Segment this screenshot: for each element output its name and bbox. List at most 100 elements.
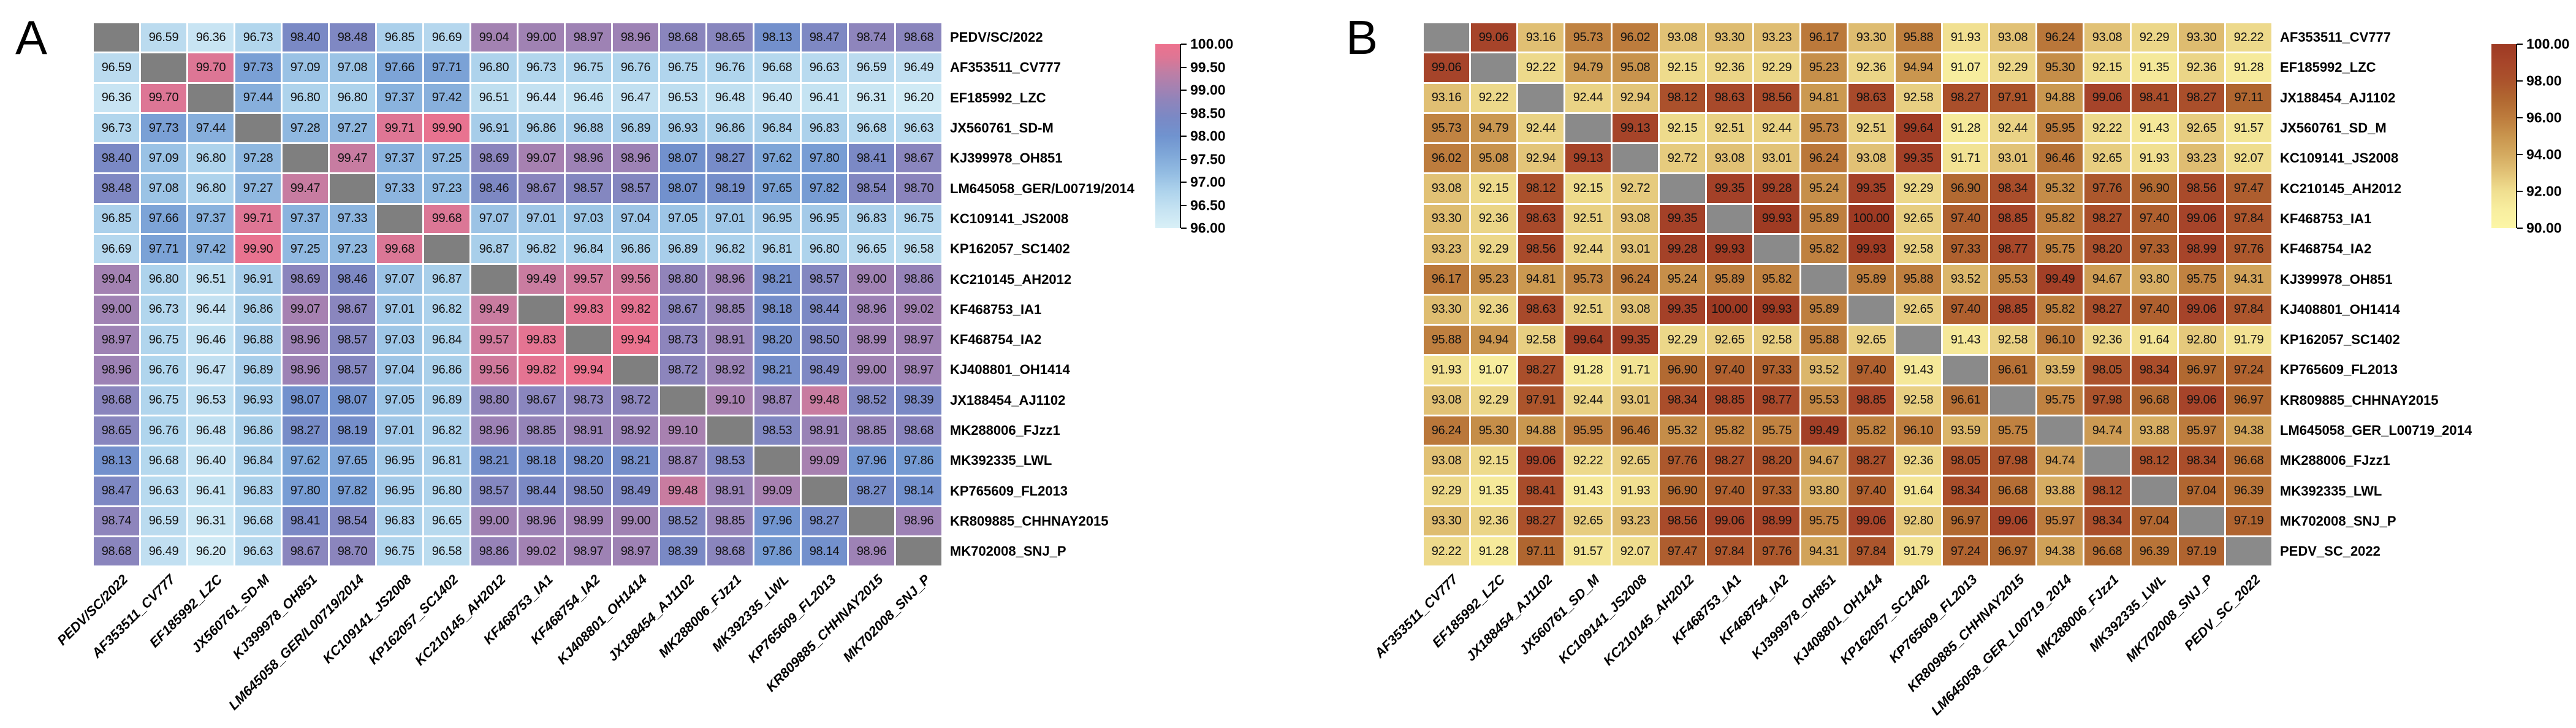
heatmap-cell: 96.58: [424, 537, 469, 566]
heatmap-cell: 98.74: [94, 507, 139, 536]
heatmap-cell: 97.24: [2226, 356, 2271, 385]
heatmap-cell: 99.49: [1801, 416, 1847, 445]
heatmap-cell: 92.36: [1707, 53, 1752, 82]
heatmap-cell: 93.01: [1613, 386, 1658, 415]
heatmap-cell: 92.29: [1660, 325, 1705, 354]
heatmap-cell: 94.79: [1565, 53, 1611, 82]
heatmap-cell: 93.08: [1613, 204, 1658, 234]
heatmap-cell: 99.56: [613, 265, 658, 294]
heatmap-cell: 96.68: [2084, 537, 2130, 566]
heatmap-cell: 96.80: [283, 83, 328, 112]
heatmap-cell: 92.44: [1565, 386, 1611, 415]
heatmap-cell: 95.75: [1754, 416, 1799, 445]
heatmap-cell: 98.70: [896, 174, 941, 203]
heatmap-cell: 96.49: [896, 53, 941, 82]
col-label: KJ399978_OH851: [1748, 572, 1839, 662]
heatmap-cell: 96.36: [94, 83, 139, 112]
heatmap-cell: 92.15: [1565, 174, 1611, 203]
colorbar-tick: [2517, 228, 2523, 229]
panel-label-a: A: [15, 10, 48, 64]
heatmap-cell: 99.06: [1471, 23, 1516, 52]
heatmap-cell: 98.67: [283, 537, 328, 566]
heatmap-cell: 97.98: [2084, 386, 2130, 415]
diagonal-cell: [566, 325, 611, 354]
colorbar-tick-label: 96.50: [1190, 197, 1226, 213]
heatmap-cell: 98.27: [707, 144, 753, 173]
row-label: LM645058_GER_L00719_2014: [2280, 423, 2472, 439]
heatmap-cell: 99.07: [519, 144, 564, 173]
heatmap-cell: 98.96: [283, 356, 328, 385]
heatmap-cell: 91.79: [1896, 537, 1941, 566]
heatmap-cell: 98.63: [1707, 83, 1752, 112]
heatmap-cell: 93.52: [1943, 265, 1988, 294]
diagonal-cell: [1754, 235, 1799, 264]
heatmap-cell: 95.75: [1801, 507, 1847, 536]
heatmap-cell: 96.95: [754, 204, 800, 234]
heatmap-cell: 98.34: [1660, 386, 1705, 415]
heatmap-cell: 98.91: [566, 416, 611, 445]
heatmap-cell: 97.40: [2132, 295, 2177, 324]
heatmap-cell: 93.30: [1424, 295, 1469, 324]
heatmap-cell: 98.19: [330, 416, 375, 445]
heatmap-cell: 98.96: [613, 23, 658, 52]
heatmap-cell: 92.94: [1518, 144, 1563, 173]
row-label: KR809885_CHHNAY2015: [950, 513, 1109, 529]
heatmap-cell: 96.84: [754, 113, 800, 143]
heatmap-cell: 92.58: [1754, 325, 1799, 354]
heatmap-cell: 97.76: [2226, 235, 2271, 264]
row-label: AF353511_CV777: [950, 59, 1062, 75]
heatmap-cell: 92.29: [1424, 477, 1469, 505]
heatmap-cell: 99.06: [1848, 507, 1894, 536]
heatmap-cell: 97.98: [1990, 446, 2035, 475]
diagonal-cell: [1471, 53, 1516, 82]
heatmap-cell: 96.31: [188, 507, 234, 536]
heatmap-cell: 99.04: [471, 23, 517, 52]
heatmap-cell: 95.23: [1801, 53, 1847, 82]
heatmap-cell: 98.49: [613, 477, 658, 505]
heatmap-cell: 97.11: [2226, 83, 2271, 112]
row-label: MK392335_LWL: [950, 453, 1052, 469]
colorbar-tick-label: 94.00: [2526, 146, 2562, 163]
heatmap-cell: 97.07: [471, 204, 517, 234]
heatmap-cell: 98.68: [660, 23, 705, 52]
heatmap-cell: 94.31: [2226, 265, 2271, 294]
heatmap-cell: 98.56: [1660, 507, 1705, 536]
heatmap-cell: 92.36: [1471, 507, 1516, 536]
heatmap-cell: 98.14: [802, 537, 847, 566]
heatmap-cell: 97.96: [754, 507, 800, 536]
heatmap-cell: 97.28: [235, 144, 281, 173]
heatmap-cell: 98.46: [330, 265, 375, 294]
heatmap-cell: 96.82: [707, 235, 753, 264]
heatmap-cell: 99.64: [1565, 325, 1611, 354]
heatmap-cell: 91.64: [1896, 477, 1941, 505]
heatmap-cell: 98.77: [1990, 235, 2035, 264]
heatmap-cell: 96.76: [141, 356, 186, 385]
heatmap-cell: 95.82: [1801, 235, 1847, 264]
heatmap-cell: 98.69: [283, 265, 328, 294]
heatmap-cell: 96.89: [613, 113, 658, 143]
heatmap-cell: 92.65: [1613, 446, 1658, 475]
heatmap-cell: 99.70: [188, 53, 234, 82]
heatmap-cell: 98.41: [283, 507, 328, 536]
colorbar-tick-label: 97.00: [1190, 174, 1226, 190]
diagonal-cell: [613, 356, 658, 385]
heatmap-cell: 97.82: [802, 174, 847, 203]
heatmap-cell: 98.96: [283, 325, 328, 354]
heatmap-cell: 98.85: [519, 416, 564, 445]
heatmap-cell: 93.30: [1424, 204, 1469, 234]
heatmap-cell: 92.29: [1754, 53, 1799, 82]
row-label: MK702008_SNJ_P: [950, 543, 1066, 559]
heatmap-cell: 98.96: [94, 356, 139, 385]
heatmap-cell: 96.89: [660, 235, 705, 264]
heatmap-cell: 96.76: [141, 416, 186, 445]
heatmap-cell: 91.64: [2132, 325, 2177, 354]
heatmap-cell: 96.75: [896, 204, 941, 234]
colorbar-tick-label: 99.00: [1190, 82, 1226, 98]
heatmap-cell: 98.97: [566, 537, 611, 566]
heatmap-cell: 98.19: [707, 174, 753, 203]
heatmap-cell: 97.24: [1943, 537, 1988, 566]
diagonal-cell: [283, 144, 328, 173]
heatmap-cell: 92.58: [1896, 235, 1941, 264]
heatmap-cell: 98.53: [754, 416, 800, 445]
